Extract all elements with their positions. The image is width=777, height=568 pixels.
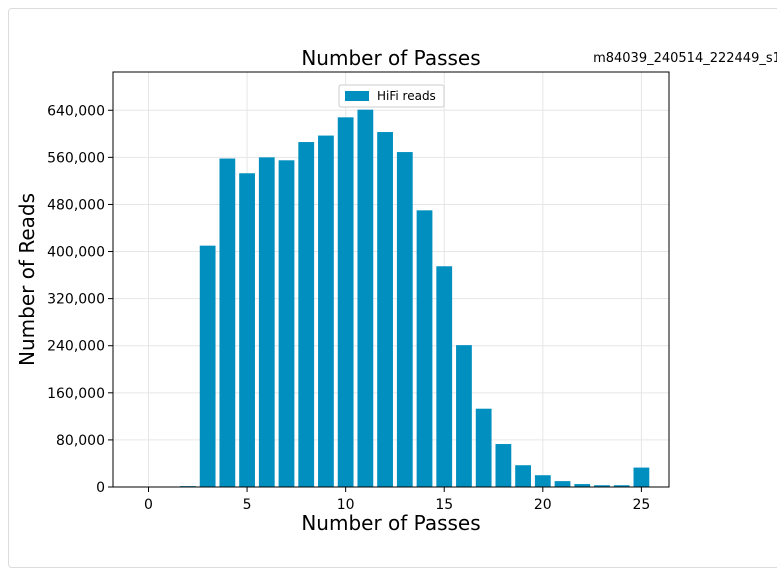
plot-frame bbox=[112, 71, 670, 488]
bar bbox=[396, 152, 413, 487]
x-tick-label: 20 bbox=[534, 497, 552, 513]
y-tick-label: 160,000 bbox=[47, 386, 105, 402]
x-axis: 0 5 10 15 20 25 bbox=[144, 487, 650, 513]
bar bbox=[278, 160, 295, 488]
y-tick-label: 240,000 bbox=[47, 339, 105, 355]
x-tick-label: 25 bbox=[632, 497, 650, 513]
bar bbox=[633, 467, 650, 487]
bar bbox=[219, 158, 236, 487]
bar bbox=[495, 444, 512, 487]
bar bbox=[594, 485, 610, 487]
bar bbox=[377, 132, 393, 488]
bar bbox=[337, 117, 354, 488]
y-tick-label: 560,000 bbox=[47, 150, 105, 166]
bar bbox=[357, 109, 374, 487]
y-tick-label: 0 bbox=[96, 480, 105, 496]
y-tick-label: 480,000 bbox=[47, 197, 105, 213]
bar bbox=[515, 465, 531, 487]
y-tick-label: 320,000 bbox=[47, 292, 105, 308]
bar bbox=[318, 135, 334, 487]
sample-id-label: m84039_240514_222449_s1 bbox=[593, 51, 777, 66]
chart-title: Number of Passes bbox=[301, 46, 480, 70]
y-tick-label: 80,000 bbox=[56, 433, 105, 449]
x-axis-title: Number of Passes bbox=[301, 511, 480, 535]
y-axis: 0 80,000 160,000 240,000 320,000 400,000 480,0… bbox=[47, 103, 113, 496]
legend-swatch bbox=[345, 91, 369, 101]
bar bbox=[613, 485, 630, 487]
y-tick-label: 400,000 bbox=[47, 245, 105, 261]
bar bbox=[199, 245, 216, 487]
y-axis-title: Number of Reads bbox=[15, 193, 39, 366]
x-tick-label: 5 bbox=[243, 497, 252, 513]
bar bbox=[554, 481, 571, 487]
legend-label: HiFi reads bbox=[377, 89, 436, 103]
bar bbox=[534, 475, 551, 487]
legend: HiFi reads bbox=[338, 84, 445, 108]
bar bbox=[239, 173, 255, 487]
legend-box bbox=[338, 84, 445, 108]
y-tick-label: 640,000 bbox=[47, 103, 105, 119]
x-tick-label: 10 bbox=[337, 497, 355, 513]
x-tick-label: 15 bbox=[435, 497, 453, 513]
bar bbox=[475, 408, 492, 487]
bar bbox=[258, 157, 275, 487]
bars bbox=[180, 109, 650, 488]
bar bbox=[436, 266, 453, 487]
bar bbox=[574, 484, 591, 487]
bar bbox=[456, 345, 472, 487]
x-tick-label: 0 bbox=[144, 497, 153, 513]
bar bbox=[416, 210, 433, 488]
bar bbox=[298, 142, 315, 487]
bar-chart: 0 5 10 15 20 25 0 80,000 160,000 240,000 320,000 4… bbox=[15, 46, 777, 535]
